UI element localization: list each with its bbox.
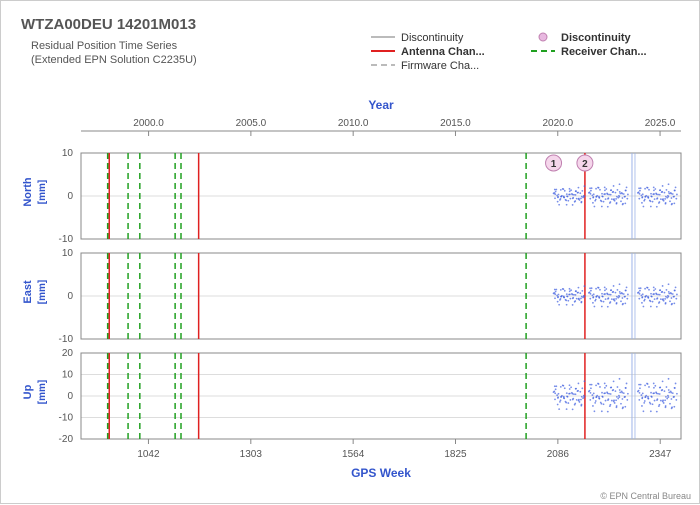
y-tick-label: 0: [67, 191, 73, 202]
legend-label: Antenna Chan...: [401, 46, 485, 58]
x-bottom-tick-label: 1564: [342, 449, 365, 460]
y-tick-label: -10: [59, 334, 74, 345]
panel-ylabel: East: [22, 280, 34, 304]
panel-ylabel: North: [22, 177, 34, 207]
legend-label: Receiver Chan...: [561, 46, 647, 58]
x-top-tick-label: 2000.0: [133, 118, 164, 129]
marker-label: 1: [551, 159, 557, 170]
chart-container: WTZA00DEU 14201M013 Residual Position Tim…: [0, 0, 700, 504]
x-top-tick-label: 2025.0: [645, 118, 676, 129]
x-bottom-tick-label: 2086: [547, 449, 570, 460]
x-axis-bottom-title: GPS Week: [351, 466, 411, 480]
y-tick-label: -20: [59, 434, 74, 445]
scatter-group: [553, 283, 678, 307]
y-tick-label: 10: [62, 148, 74, 159]
scatter-group: [553, 183, 678, 207]
legend-label: Firmware Cha...: [401, 60, 479, 72]
y-tick-label: -10: [59, 234, 74, 245]
x-axis-top-title: Year: [368, 98, 394, 112]
y-tick-label: 0: [67, 291, 73, 302]
chart-title: WTZA00DEU 14201M013: [21, 16, 196, 33]
panel-yunit: [mm]: [37, 180, 48, 204]
y-tick-label: 20: [62, 348, 74, 359]
chart-svg: WTZA00DEU 14201M013 Residual Position Tim…: [1, 1, 700, 505]
x-bottom-tick-label: 2347: [649, 449, 672, 460]
scatter-group: [553, 378, 678, 413]
marker-label: 2: [582, 159, 588, 170]
credit-text: © EPN Central Bureau: [600, 491, 691, 501]
x-top-tick-label: 2010.0: [338, 118, 369, 129]
y-tick-label: 10: [62, 370, 74, 381]
legend-label: Discontinuity: [401, 32, 464, 44]
panel-yunit: [mm]: [37, 380, 48, 404]
legend-swatch: [539, 33, 547, 41]
x-bottom-tick-label: 1825: [444, 449, 467, 460]
y-tick-label: 10: [62, 248, 74, 259]
panel-ylabel: Up: [22, 384, 34, 399]
x-bottom-tick-label: 1042: [137, 449, 160, 460]
chart-subtitle-2: (Extended EPN Solution C2235U): [31, 54, 197, 66]
x-top-tick-label: 2015.0: [440, 118, 471, 129]
y-tick-label: 0: [67, 391, 73, 402]
x-bottom-tick-label: 1303: [240, 449, 263, 460]
legend-label: Discontinuity: [561, 32, 632, 44]
panel-yunit: [mm]: [37, 280, 48, 304]
chart-subtitle-1: Residual Position Time Series: [31, 40, 178, 52]
y-tick-label: -10: [59, 413, 74, 424]
x-top-tick-label: 2020.0: [542, 118, 573, 129]
x-top-tick-label: 2005.0: [236, 118, 267, 129]
